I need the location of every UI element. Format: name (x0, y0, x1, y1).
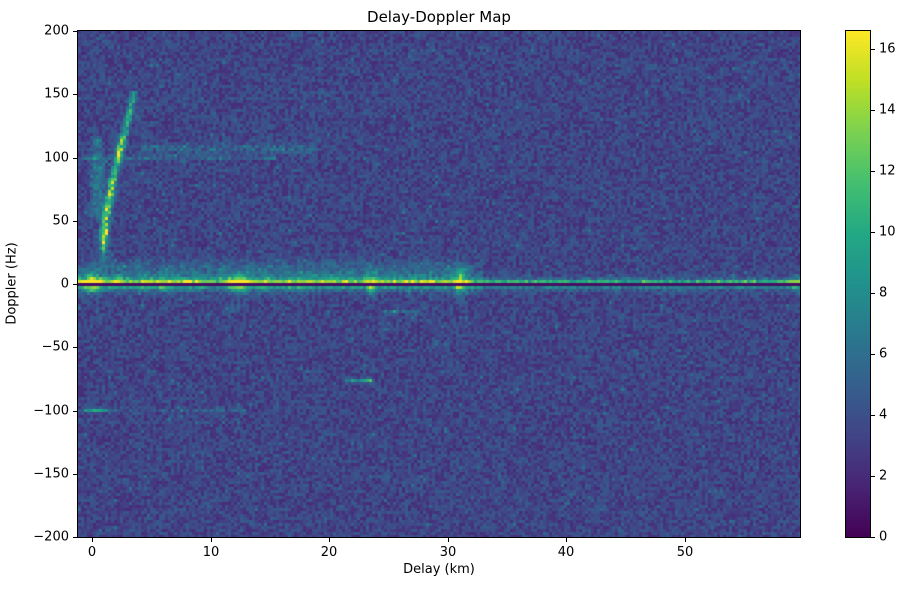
colorbar-tick-label-10: 10 (879, 224, 896, 240)
colorbar-tick-label-6: 6 (879, 346, 888, 362)
colorbar-tick-label-0: 0 (879, 529, 888, 545)
y-tick-mark (73, 411, 77, 412)
y-tick-mark (73, 94, 77, 95)
x-axis-label: Delay (km) (403, 562, 475, 577)
colorbar-tick-mark (871, 537, 875, 538)
colorbar-tick-label-14: 14 (879, 102, 896, 118)
colorbar-tick-mark (871, 476, 875, 477)
colorbar-tick-mark (871, 415, 875, 416)
x-tick-label-50: 50 (676, 545, 694, 560)
x-tick-label-0: 0 (87, 545, 97, 560)
x-tick-label-30: 30 (439, 545, 457, 560)
colorbar-tick-mark (871, 171, 875, 172)
colorbar-tick-mark (871, 293, 875, 294)
x-tick-label-20: 20 (320, 545, 338, 560)
y-tick-label-0: 0 (60, 276, 69, 292)
x-tick-label-40: 40 (557, 545, 575, 560)
y-axis-label: Doppler (Hz) (4, 242, 20, 325)
chart-title: Delay-Doppler Map (367, 8, 511, 26)
colorbar-tick-label-8: 8 (879, 285, 888, 301)
colorbar-tick-label-16: 16 (879, 41, 896, 57)
y-tick-mark (73, 158, 77, 159)
colorbar-tick-mark (871, 232, 875, 233)
x-tick-mark (685, 538, 686, 542)
y-tick-label-−100: −100 (33, 403, 69, 419)
y-tick-label-−150: −150 (33, 466, 69, 482)
y-tick-label-200: 200 (44, 23, 69, 39)
y-tick-mark (73, 537, 77, 538)
x-tick-label-10: 10 (202, 545, 220, 560)
x-tick-mark (566, 538, 567, 542)
colorbar-tick-label-4: 4 (879, 407, 888, 423)
y-tick-mark (73, 31, 77, 32)
y-tick-mark (73, 221, 77, 222)
colorbar-tick-label-12: 12 (879, 163, 896, 179)
colorbar-tick-mark (871, 110, 875, 111)
x-tick-mark (211, 538, 212, 542)
x-tick-mark (92, 538, 93, 542)
y-tick-mark (73, 347, 77, 348)
y-tick-label-50: 50 (52, 213, 69, 229)
x-tick-mark (329, 538, 330, 542)
colorbar-tick-mark (871, 49, 875, 50)
y-tick-label-−200: −200 (33, 529, 69, 545)
heatmap-canvas (77, 30, 801, 538)
y-tick-label-150: 150 (44, 86, 69, 102)
y-tick-label-100: 100 (44, 150, 69, 166)
colorbar-tick-label-2: 2 (879, 468, 888, 484)
x-tick-mark (448, 538, 449, 542)
y-tick-label-−50: −50 (41, 339, 69, 355)
colorbar-tick-mark (871, 354, 875, 355)
colorbar (845, 30, 871, 538)
y-tick-mark (73, 284, 77, 285)
y-tick-mark (73, 474, 77, 475)
y-axis-label-wrap: Doppler (Hz) (4, 224, 20, 344)
